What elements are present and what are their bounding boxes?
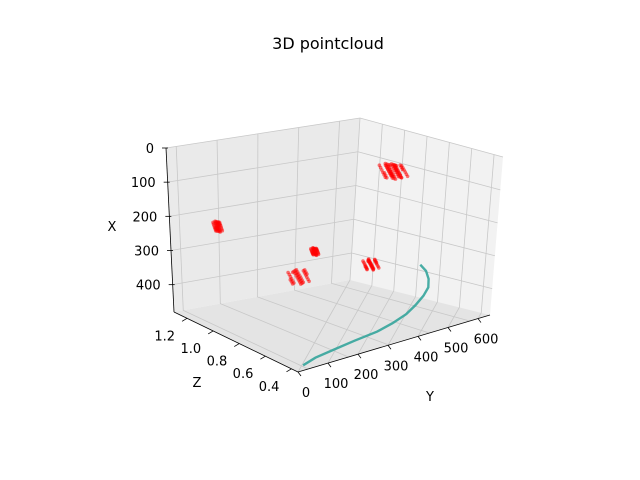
z-tick-label: 0.4 [259, 380, 280, 395]
red-point [301, 280, 306, 285]
y-axis-label: Y [425, 390, 434, 405]
z-gridline [331, 121, 470, 322]
z-tick-label: 0.8 [207, 355, 228, 370]
red-point [405, 174, 410, 179]
floor-pane [174, 280, 490, 372]
red-point [377, 266, 381, 270]
y-gridline [387, 136, 428, 346]
y-tick-label: 200 [354, 368, 379, 383]
z-gridline [216, 140, 349, 358]
y-tick-mark [447, 327, 452, 332]
z-tick-mark [286, 368, 292, 373]
red-point [216, 229, 220, 233]
y-tick-mark [297, 371, 302, 377]
y-gridline [417, 142, 450, 337]
z-tick-label: 1.0 [180, 342, 201, 357]
z-gridline [294, 127, 430, 334]
y-axis-line [297, 314, 491, 373]
z-tick-label: 1.2 [154, 329, 175, 344]
red-point [399, 175, 404, 180]
y-tick-label: 400 [414, 350, 439, 365]
z-axis-line [173, 311, 299, 373]
z-tick-mark [260, 355, 266, 360]
z-gridline [256, 133, 390, 346]
y-tick-label: 600 [474, 333, 499, 348]
y-tick-mark [417, 336, 422, 341]
red-point [371, 266, 376, 271]
data-marks [211, 161, 430, 367]
red-point [313, 252, 318, 257]
z-tick-mark [207, 330, 214, 335]
x-tick-label: 300 [134, 245, 159, 260]
x-tick-label: 100 [131, 176, 156, 191]
y-gridline [447, 148, 473, 328]
z-tick-label: 0.6 [233, 367, 254, 382]
y-tick-mark [327, 362, 332, 368]
y-tick-mark [387, 345, 392, 350]
red-point [394, 168, 399, 172]
red-point [400, 167, 405, 172]
chart-title: 3D pointcloud [272, 34, 384, 53]
red-point [292, 281, 296, 285]
red-point [365, 267, 369, 271]
z-axis-ticks: 0.4 0.6 0.8 1.0 1.2 [154, 317, 292, 395]
y-tick-mark [477, 318, 482, 323]
y-gridline [477, 154, 495, 319]
x-tick-label: 200 [133, 210, 158, 225]
left-pane [166, 118, 360, 312]
gridlines [165, 117, 504, 373]
z-gridline [175, 146, 309, 370]
y-gridline [357, 130, 406, 355]
y-axis-ticks: 0 100 200 300 400 500 600 [297, 318, 499, 401]
y-tick-label: 0 [302, 386, 310, 401]
y-tick-mark [357, 353, 362, 359]
red-point [390, 176, 395, 180]
red-point [307, 279, 311, 284]
y-gridline [297, 117, 361, 373]
y-tick-label: 500 [444, 341, 469, 356]
y-gridline [327, 124, 383, 364]
z-tick-mark [234, 343, 240, 347]
x-axis-label: X [108, 220, 117, 235]
x-axis-ticks: 0 100 200 300 400 [131, 142, 175, 294]
red-point [305, 272, 309, 276]
y-tick-label: 300 [384, 359, 409, 374]
teal-curve [302, 263, 430, 367]
red-point [383, 175, 388, 179]
x-tick-label: 0 [146, 142, 154, 157]
x-tick-label: 400 [136, 279, 161, 294]
z-tick-mark [181, 317, 188, 322]
z-axis-label: Z [193, 376, 202, 391]
y-tick-label: 100 [324, 377, 349, 392]
